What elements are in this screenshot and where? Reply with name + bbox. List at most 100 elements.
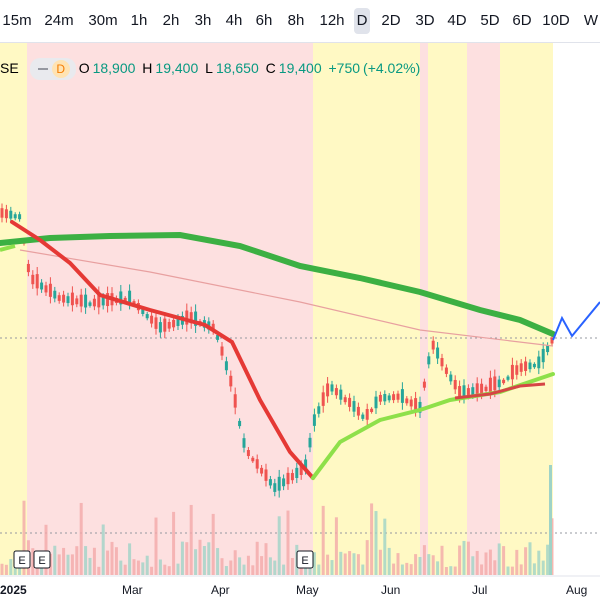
candle-body <box>40 282 44 290</box>
interval-button[interactable]: 8h <box>287 12 305 29</box>
candle-body <box>339 389 343 400</box>
interval-button[interactable]: 6D <box>512 12 532 29</box>
candle-body <box>92 298 96 307</box>
candle-body <box>150 315 154 324</box>
event-box <box>296 550 314 569</box>
interval-button[interactable]: 12h <box>319 12 345 29</box>
volume-bar <box>255 541 259 575</box>
candle-body <box>35 274 39 289</box>
interval-button[interactable]: 30m <box>88 12 118 29</box>
open: 18,900 <box>92 60 136 76</box>
interval-button[interactable]: 4D <box>447 12 467 29</box>
interval-badge[interactable]: D <box>29 58 76 81</box>
x-tick-label: 2025 <box>0 583 27 597</box>
interval-button[interactable]: 4h <box>225 12 243 29</box>
interval-button[interactable]: 24m <box>44 12 74 29</box>
candle-body <box>400 389 404 403</box>
volume-bar <box>220 558 224 575</box>
volume-bar <box>348 551 352 575</box>
candle-body <box>510 364 514 380</box>
low: 18,650 <box>215 60 259 76</box>
volume-bar <box>440 545 444 575</box>
event-marker: E <box>301 555 308 567</box>
candle-body <box>53 290 57 299</box>
candle-body <box>119 291 123 305</box>
candle-body <box>405 398 409 404</box>
volume-bar <box>528 542 532 575</box>
volume-bar <box>260 556 264 575</box>
volume-bar <box>409 564 413 575</box>
interval-button[interactable]: 5D <box>480 12 500 29</box>
volume-bar <box>510 566 514 575</box>
volume-bar <box>524 547 528 575</box>
interval-button[interactable]: 15m <box>2 12 32 29</box>
candle-body <box>158 322 162 333</box>
candle-body <box>0 208 4 218</box>
volume-bar <box>163 564 167 575</box>
volume-bar <box>405 562 409 575</box>
volume-bar <box>88 557 92 575</box>
volume-bar <box>246 555 250 575</box>
volume-bar <box>207 542 211 575</box>
interval-button[interactable]: 3h <box>194 12 212 29</box>
candle-body <box>383 394 387 402</box>
x-axis: 2025 Mar Apr May Jun Jul Aug E E E <box>0 550 600 597</box>
candle-body <box>334 388 338 396</box>
candle-body <box>312 414 316 426</box>
candle-body <box>13 214 17 219</box>
volume-bar <box>365 540 369 575</box>
candle-body <box>260 467 264 474</box>
volume-bar <box>264 543 268 575</box>
candles <box>0 203 554 498</box>
interval-button[interactable]: 1h <box>130 12 148 29</box>
band <box>500 43 553 575</box>
candle-body <box>176 318 180 326</box>
volume-bar <box>374 511 378 575</box>
candle-body <box>295 467 299 479</box>
interval-button[interactable]: 10D <box>542 12 570 29</box>
interval-button[interactable]: W <box>583 12 599 29</box>
volume-bar <box>110 541 114 575</box>
candle-body <box>273 483 277 492</box>
candle-body <box>70 292 74 306</box>
interval-button[interactable]: 3D <box>415 12 435 29</box>
volume-bar <box>321 505 325 575</box>
volume-bar <box>541 560 545 575</box>
candle-body <box>75 298 79 305</box>
x-tick-label: May <box>296 583 319 597</box>
candle-body <box>57 295 61 301</box>
candle-body <box>352 401 356 412</box>
volume-bar <box>251 565 255 575</box>
candle-body <box>528 362 532 370</box>
volume-bar <box>106 550 110 575</box>
volume-bar <box>123 564 127 575</box>
candle-body <box>418 401 422 413</box>
candle-body <box>374 396 378 409</box>
candle-body <box>304 459 308 470</box>
interval-button[interactable]: 2D <box>381 12 401 29</box>
interval-button[interactable]: D <box>354 8 370 34</box>
volume <box>0 465 554 575</box>
candle-body <box>246 450 250 457</box>
candle-body <box>365 409 369 420</box>
candle-body <box>18 214 22 220</box>
interval-button[interactable]: 2h <box>162 12 180 29</box>
volume-bar <box>268 557 272 575</box>
candle-body <box>396 393 400 400</box>
event-box <box>33 550 51 569</box>
candle-body <box>84 294 88 308</box>
candle-body <box>251 457 255 462</box>
volume-bar <box>546 544 550 575</box>
candle-body <box>422 381 426 388</box>
event-marker: E <box>18 555 25 567</box>
band <box>27 43 313 575</box>
candle-body <box>185 310 189 325</box>
ma-green <box>0 244 16 252</box>
volume-bar <box>202 545 206 575</box>
candle-body <box>286 472 290 485</box>
volume-bar <box>119 560 123 575</box>
candle-body <box>524 361 528 371</box>
interval-button[interactable]: 6h <box>255 12 273 29</box>
high-label: H <box>142 60 153 76</box>
candle-body <box>163 318 167 332</box>
